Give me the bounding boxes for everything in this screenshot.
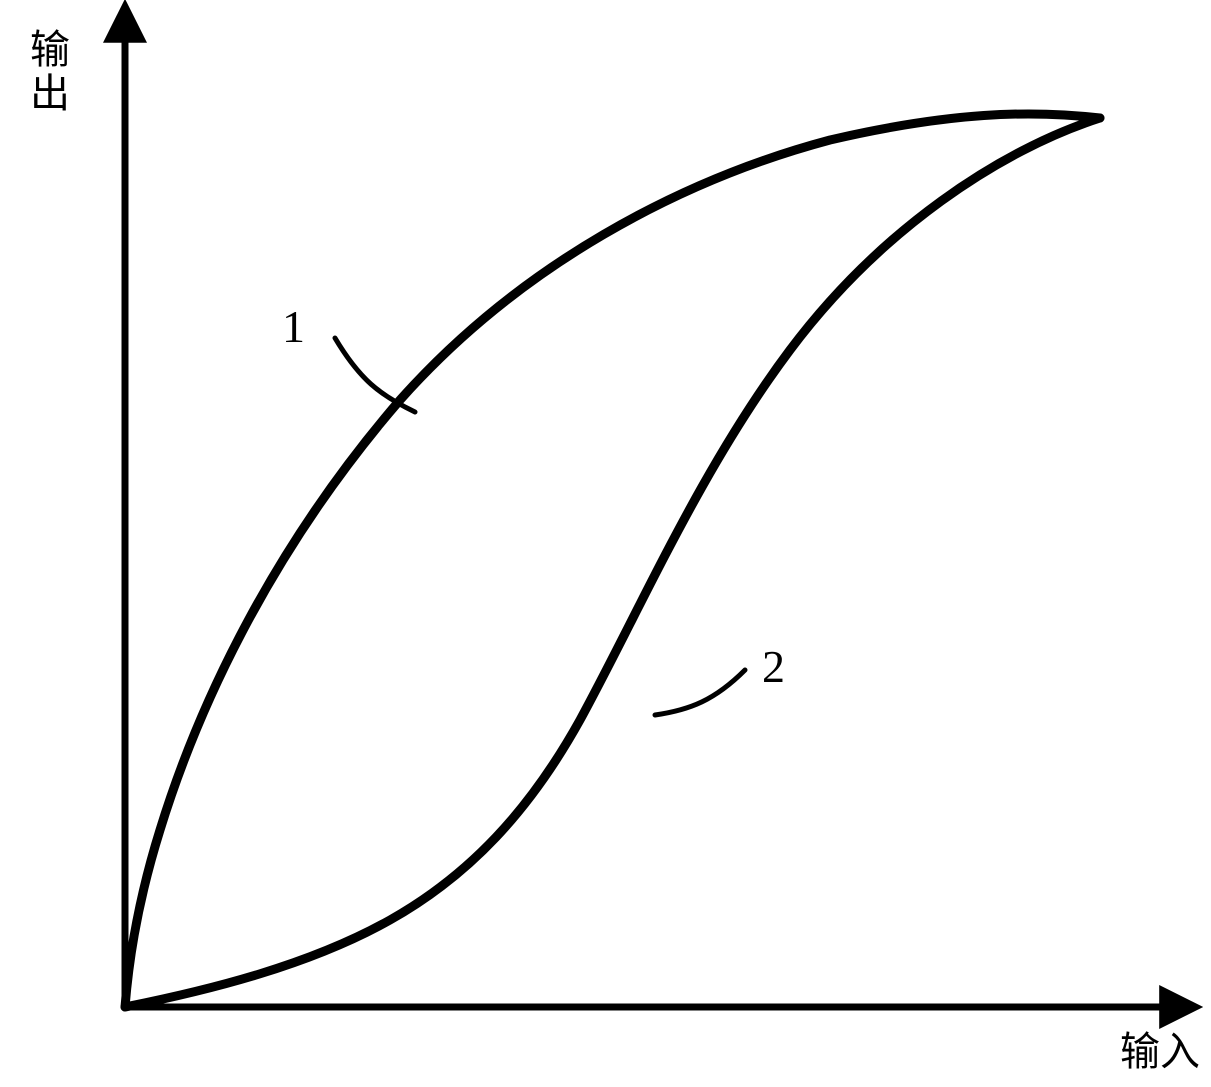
chart-container: 输出 输入 1 2 [0,0,1211,1087]
curve-2-label: 2 [762,640,785,693]
curve-1 [125,114,1100,1007]
x-axis-label: 输入 [1120,1030,1200,1074]
curve-2-leader [655,670,745,715]
curve-2 [125,118,1100,1007]
curve-1-label: 1 [282,300,305,353]
y-axis-label: 输出 [30,28,70,116]
chart-svg [0,0,1211,1087]
